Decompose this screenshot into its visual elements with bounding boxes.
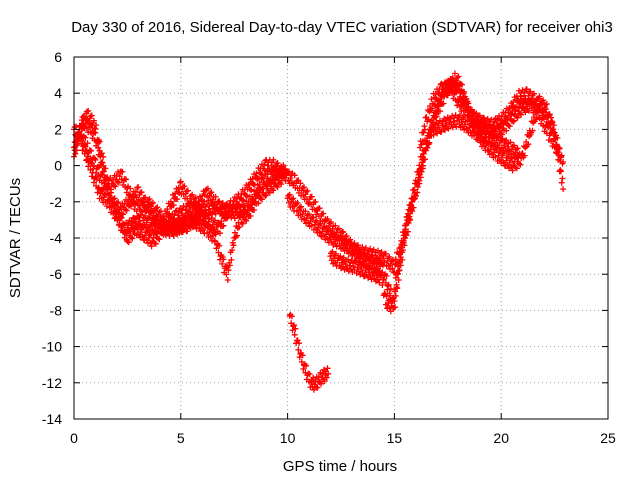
y-tick-label: -10 (42, 339, 62, 355)
data-points-track-8 (286, 311, 332, 393)
x-tick-label: 10 (280, 430, 296, 446)
x-axis-title: GPS time / hours (283, 458, 397, 475)
y-tick-label: -4 (50, 230, 63, 246)
tick-layer: 0 5 10 15 20 25 -14 -12 -10 -8 -6 -4 -2 0 2 4 6 (42, 49, 616, 446)
y-tick-label: 4 (54, 85, 62, 101)
x-tick-label: 5 (177, 430, 185, 446)
data-points-track-6 (327, 112, 522, 315)
y-tick-label: -6 (50, 266, 63, 282)
x-tick-label: 25 (600, 430, 616, 446)
y-tick-label: -14 (42, 411, 62, 427)
series-track-6 (327, 112, 522, 315)
chart-title: Day 330 of 2016, Sidereal Day-to-day VTE… (71, 19, 613, 36)
x-tick-label: 20 (493, 430, 509, 446)
y-tick-label: 0 (54, 158, 62, 174)
y-tick-label: 2 (54, 121, 62, 137)
y-tick-label: 6 (54, 49, 62, 65)
data-points-track-7 (417, 77, 564, 161)
y-tick-label: -8 (50, 302, 63, 318)
x-tick-label: 0 (70, 430, 78, 446)
series-track-4 (75, 107, 240, 250)
x-tick-label: 15 (387, 430, 403, 446)
y-axis-title: SDTVAR / TECUs (7, 178, 24, 298)
data-layer (71, 70, 567, 393)
y-tick-label: -12 (42, 375, 62, 391)
series-track-7 (417, 77, 564, 161)
series-track-8 (286, 311, 332, 393)
y-tick-label: -2 (50, 194, 63, 210)
data-points-track-4 (75, 107, 240, 250)
